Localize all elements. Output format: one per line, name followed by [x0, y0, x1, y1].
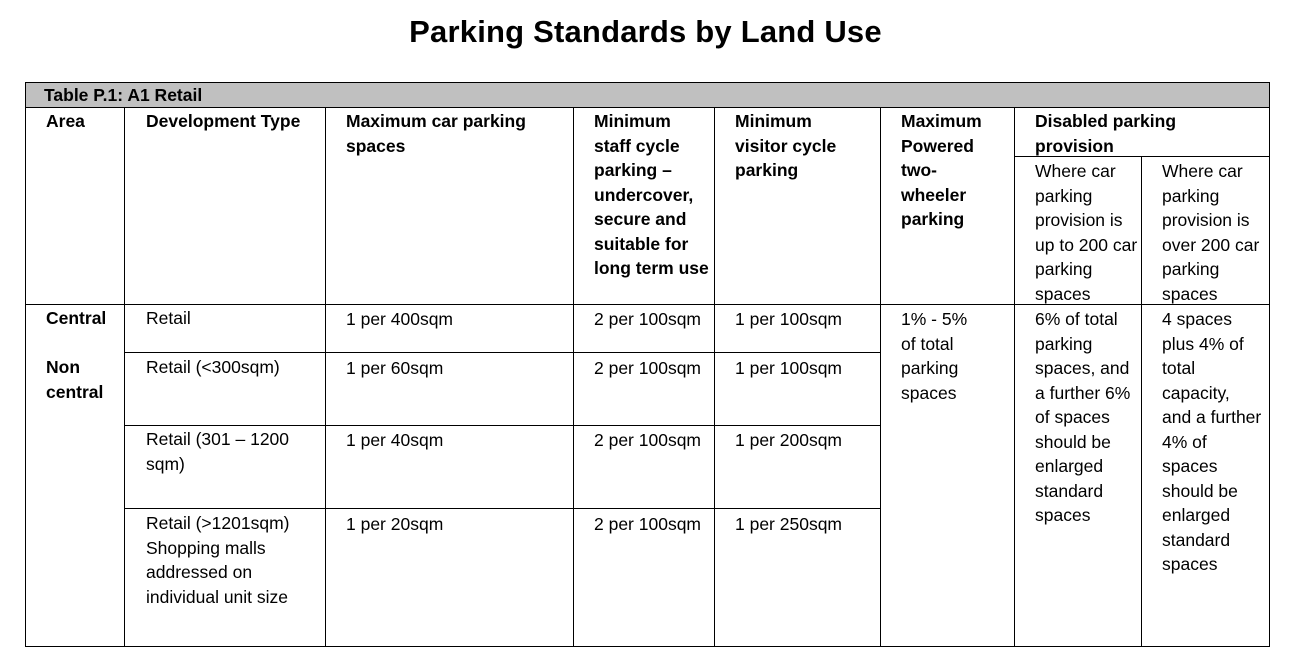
col-divider: [1014, 107, 1015, 647]
area-cell: Non central: [46, 357, 104, 402]
staff-cycle-cell: 2 per 100sqm: [594, 309, 702, 329]
visitor-cycle-cell: 1 per 100sqm: [735, 309, 843, 329]
row-rule: [124, 508, 881, 509]
page-title: Parking Standards by Land Use: [409, 14, 882, 49]
col-divider: [1141, 157, 1142, 647]
max-car-parking-cell: 1 per 60sqm: [346, 358, 444, 378]
header-disabled-up-to-200: Where car parking provision is up to 200…: [1035, 161, 1138, 304]
header-rule: [25, 304, 1270, 305]
table-caption: Table P.1: A1 Retail: [25, 82, 1269, 107]
development-type-cell: Retail: [146, 308, 191, 328]
disabled-up-to-200-cell: 6% of total parking spaces, and a furthe…: [1035, 309, 1131, 525]
development-type-cell: Retail (>1201sqm) Shopping malls address…: [146, 513, 290, 607]
header-area: Area: [46, 111, 85, 131]
area-cell: Central: [46, 308, 107, 328]
col-divider: [124, 107, 125, 647]
row-rule: [124, 425, 881, 426]
staff-cycle-cell: 2 per 100sqm: [594, 358, 702, 378]
table-border-top: [25, 82, 1270, 83]
header-min-visitor-cycle: Minimum visitor cycle parking: [735, 111, 837, 180]
col-divider: [880, 107, 881, 647]
powered-two-wheeler-cell: 1% - 5% of total parking spaces: [901, 309, 968, 403]
visitor-cycle-cell: 1 per 200sqm: [735, 430, 843, 450]
disabled-subheader-rule: [1014, 156, 1270, 157]
development-type-cell: Retail (<300sqm): [146, 357, 280, 377]
header-development-type: Development Type: [146, 111, 301, 131]
row-rule: [124, 352, 881, 353]
header-max-car-parking: Maximum car parking spaces: [346, 111, 526, 156]
header-disabled-over-200: Where car parking provision is over 200 …: [1162, 161, 1260, 304]
table-border-bottom: [25, 646, 1270, 647]
col-divider: [714, 107, 715, 647]
table-border-left: [25, 82, 26, 647]
header-max-powered-two-wheeler: Maximum Powered two-wheeler parking: [901, 111, 982, 229]
staff-cycle-cell: 2 per 100sqm: [594, 430, 702, 450]
development-type-cell: Retail (301 – 1200 sqm): [146, 429, 290, 474]
visitor-cycle-cell: 1 per 250sqm: [735, 514, 843, 534]
caption-rule: [25, 107, 1270, 108]
col-divider: [325, 107, 326, 647]
disabled-over-200-cell: 4 spaces plus 4% of total capacity, and …: [1162, 309, 1262, 574]
max-car-parking-cell: 1 per 400sqm: [346, 309, 454, 329]
header-disabled-parking: Disabled parking provision: [1035, 111, 1177, 156]
table-border-right: [1269, 82, 1270, 647]
max-car-parking-cell: 1 per 40sqm: [346, 430, 444, 450]
visitor-cycle-cell: 1 per 100sqm: [735, 358, 843, 378]
header-min-staff-cycle: Minimum staff cycle parking – undercover…: [594, 111, 709, 278]
staff-cycle-cell: 2 per 100sqm: [594, 514, 702, 534]
col-divider: [573, 107, 574, 647]
max-car-parking-cell: 1 per 20sqm: [346, 514, 444, 534]
